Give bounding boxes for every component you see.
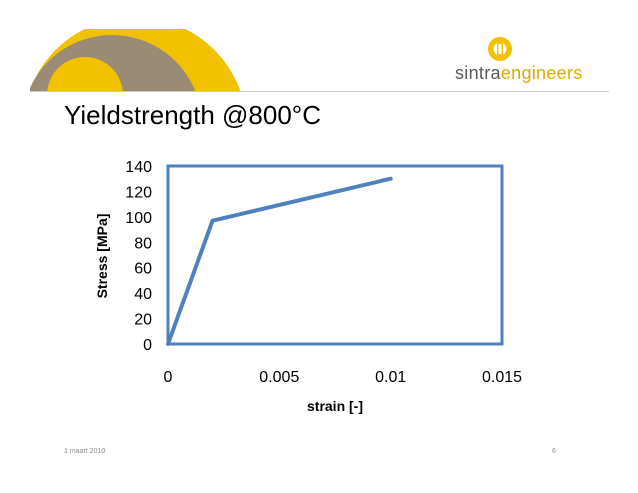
y-tick-label: 80 bbox=[134, 235, 152, 252]
x-axis-label: strain [-] bbox=[307, 398, 363, 414]
y-tick-label: 40 bbox=[134, 286, 152, 303]
x-tick-label: 0 bbox=[164, 369, 173, 386]
y-tick-label: 60 bbox=[134, 261, 152, 278]
series-layer bbox=[166, 176, 393, 346]
logo-wordmark: sintraengineers bbox=[455, 63, 583, 84]
page-number: 6 bbox=[552, 448, 556, 455]
y-tick-label: 20 bbox=[134, 312, 152, 329]
header-banner-graphic bbox=[30, 29, 280, 91]
y-tick-label: 0 bbox=[143, 337, 152, 354]
footer-date: 1 maart 2010 bbox=[64, 448, 106, 455]
y-tick-label: 100 bbox=[125, 210, 152, 227]
y-tick-label: 120 bbox=[125, 184, 152, 201]
y-tick-label: 140 bbox=[125, 159, 152, 176]
y-axis-label: Stress [MPa] bbox=[94, 214, 110, 299]
logo-text-engineers: engineers bbox=[500, 63, 583, 83]
header-divider bbox=[30, 91, 609, 92]
x-tick-label: 0.01 bbox=[375, 369, 406, 386]
company-logo: sintraengineers bbox=[455, 36, 585, 86]
slide-title: Yieldstrength @800°C bbox=[64, 100, 321, 130]
logo-text-sintra: sintra bbox=[455, 63, 501, 83]
series-line bbox=[166, 176, 393, 346]
x-axis-ticks: 0 0.005 0.01 0.015 bbox=[164, 369, 523, 386]
y-axis-ticks: 0 20 40 60 80 100 120 140 bbox=[125, 159, 152, 354]
plot-area-frame bbox=[166, 164, 504, 346]
x-tick-label: 0.005 bbox=[259, 369, 299, 386]
x-tick-label: 0.015 bbox=[482, 369, 522, 386]
